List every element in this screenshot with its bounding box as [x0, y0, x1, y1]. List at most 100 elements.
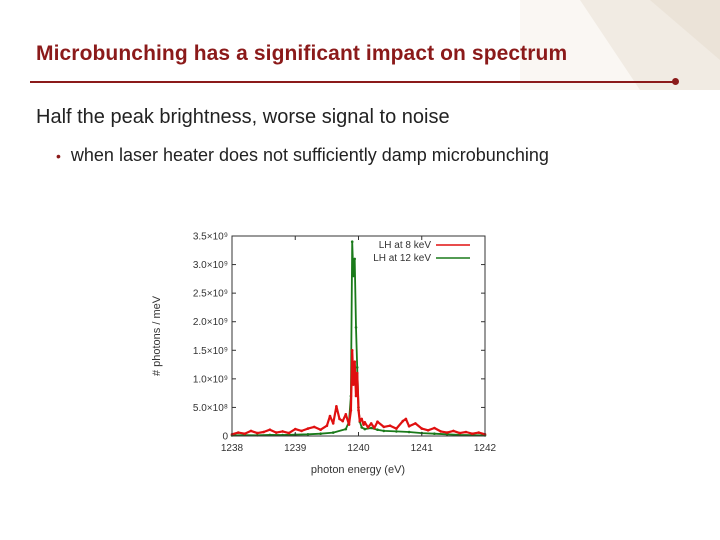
series-point-8kev — [344, 413, 348, 416]
x-tick-label: 1240 — [347, 443, 370, 454]
y-tick-label: 3.0×10⁹ — [193, 260, 228, 271]
series-point-8kev — [362, 423, 365, 426]
series-point-8kev — [360, 417, 363, 421]
series-point-8kev — [414, 422, 417, 425]
title-rule-dot — [672, 78, 679, 85]
series-point-8kev — [464, 430, 468, 434]
series-point-8kev — [312, 425, 316, 429]
series-point-8kev — [358, 419, 362, 423]
series-point-8kev — [268, 428, 272, 431]
y-tick-label: 0 — [222, 432, 228, 443]
series-layer — [230, 240, 487, 437]
y-tick-label: 2.5×10⁹ — [193, 289, 228, 300]
series-point-12kev — [344, 427, 348, 431]
series-line-8kev — [231, 349, 486, 436]
series-point-12kev — [331, 431, 335, 434]
series-point-8kev — [404, 417, 408, 421]
legend-label-8kev: LH at 8 keV — [379, 240, 432, 251]
title-rule — [30, 81, 676, 83]
series-point-12kev — [369, 426, 373, 430]
x-tick-label: 1241 — [411, 443, 434, 454]
x-tick-label: 1242 — [474, 443, 497, 454]
series-point-8kev — [347, 423, 351, 426]
series-point-12kev — [350, 240, 354, 243]
series-point-8kev — [335, 405, 338, 408]
y-tick-label: 1.0×10⁹ — [193, 374, 228, 385]
series-point-8kev — [331, 422, 335, 425]
series-point-8kev — [237, 431, 240, 434]
series-point-12kev — [319, 432, 322, 435]
series-point-8kev — [350, 349, 354, 352]
series-point-8kev — [306, 427, 310, 430]
series-point-8kev — [420, 427, 424, 430]
bullet-icon: • — [56, 148, 61, 164]
series-point-8kev — [256, 431, 259, 435]
series-point-8kev — [353, 360, 356, 363]
series-point-8kev — [294, 427, 297, 431]
series-point-8kev — [395, 427, 398, 430]
series-point-12kev — [363, 427, 367, 431]
series-point-12kev — [433, 432, 436, 435]
series-point-12kev — [395, 430, 398, 433]
series-line-12kev — [231, 240, 486, 437]
series-point-8kev — [477, 431, 481, 434]
x-tick-label: 1238 — [221, 443, 244, 454]
series-point-8kev — [338, 417, 341, 421]
series-point-8kev — [262, 430, 265, 434]
legend-label-12kev: LH at 12 keV — [373, 253, 431, 264]
series-point-12kev — [360, 426, 363, 429]
x-axis-label: photon energy (eV) — [311, 464, 405, 476]
series-point-8kev — [376, 420, 379, 423]
series-point-8kev — [319, 428, 322, 431]
series-point-8kev — [439, 430, 443, 433]
series-point-8kev — [349, 409, 353, 412]
series-point-8kev — [471, 432, 474, 435]
series-point-8kev — [401, 419, 405, 423]
series-point-8kev — [281, 430, 284, 433]
series-point-8kev — [341, 419, 344, 423]
y-tick-label: 2.0×10⁹ — [193, 317, 228, 328]
series-point-8kev — [407, 425, 411, 428]
series-point-8kev — [325, 424, 329, 427]
legend: LH at 8 keV LH at 12 keV — [373, 240, 470, 264]
series-point-8kev — [433, 426, 436, 430]
series-point-8kev — [357, 409, 360, 412]
series-point-12kev — [306, 433, 310, 436]
series-point-12kev — [376, 428, 379, 431]
series-point-8kev — [426, 429, 430, 432]
corner-decoration — [520, 0, 720, 90]
series-point-8kev — [363, 421, 367, 424]
series-point-8kev — [445, 431, 449, 434]
y-tick-label: 5.0×10⁸ — [193, 403, 228, 414]
tick-layer: 0 5.0×10⁸ 1.0×10⁹ 1.5×10⁹ 2.0×10⁹ 2.5×10⁹ 3.0×… — [193, 232, 497, 455]
x-tick-label: 1239 — [284, 443, 307, 454]
series-point-8kev — [300, 429, 303, 433]
series-point-8kev — [287, 431, 291, 435]
series-point-8kev — [382, 425, 386, 429]
series-point-12kev — [407, 430, 411, 434]
series-point-8kev — [328, 414, 332, 418]
series-point-8kev — [369, 422, 373, 425]
main-point: Half the peak brightness, worse signal t… — [36, 106, 450, 128]
y-axis-label: # photons / meV — [151, 295, 163, 376]
series-point-8kev — [366, 426, 370, 429]
series-point-8kev — [452, 429, 455, 433]
series-point-8kev — [388, 424, 392, 427]
y-tick-label: 1.5×10⁹ — [193, 346, 228, 357]
series-point-8kev — [458, 431, 462, 435]
series-point-8kev — [249, 429, 253, 433]
slide-title: Microbunching has a significant impact o… — [36, 42, 568, 65]
series-point-12kev — [354, 326, 358, 329]
y-tick-label: 3.5×10⁹ — [193, 232, 228, 243]
series-point-12kev — [353, 257, 356, 261]
series-point-8kev — [352, 383, 355, 386]
series-point-8kev — [373, 426, 376, 430]
series-point-12kev — [355, 366, 359, 369]
bullet-text: when laser heater does not sufficiently … — [70, 145, 549, 165]
series-point-8kev — [275, 431, 278, 434]
series-point-8kev — [355, 371, 359, 375]
spectrum-chart: 0 5.0×10⁸ 1.0×10⁹ 1.5×10⁹ 2.0×10⁹ 2.5×10⁹ 3.0×… — [151, 232, 497, 477]
series-point-12kev — [382, 429, 386, 433]
bullet-item: • when laser heater does not sufficientl… — [56, 145, 549, 166]
series-point-8kev — [354, 394, 358, 398]
